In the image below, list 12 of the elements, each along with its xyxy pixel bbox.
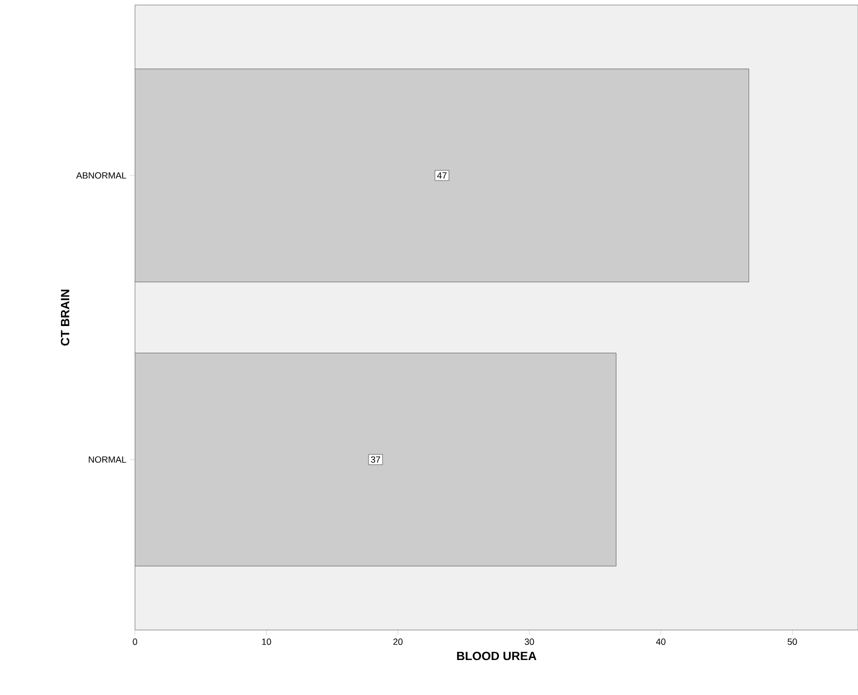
x-axis-title: BLOOD UREA: [457, 652, 536, 660]
data-label: 37: [370, 456, 380, 463]
x-tick-label: 50: [788, 638, 797, 645]
y-tick-label: NORMAL: [88, 456, 126, 463]
x-tick-label: 20: [393, 638, 403, 645]
x-tick-label: 30: [524, 638, 534, 645]
x-tick-label: 0: [132, 638, 138, 645]
x-tick-label: 40: [656, 638, 666, 645]
x-tick-label: 10: [262, 638, 272, 645]
y-axis-title: CT BRAIN: [60, 290, 70, 346]
data-label: 47: [437, 172, 446, 179]
y-tick-label: ABNORMAL: [76, 172, 126, 179]
